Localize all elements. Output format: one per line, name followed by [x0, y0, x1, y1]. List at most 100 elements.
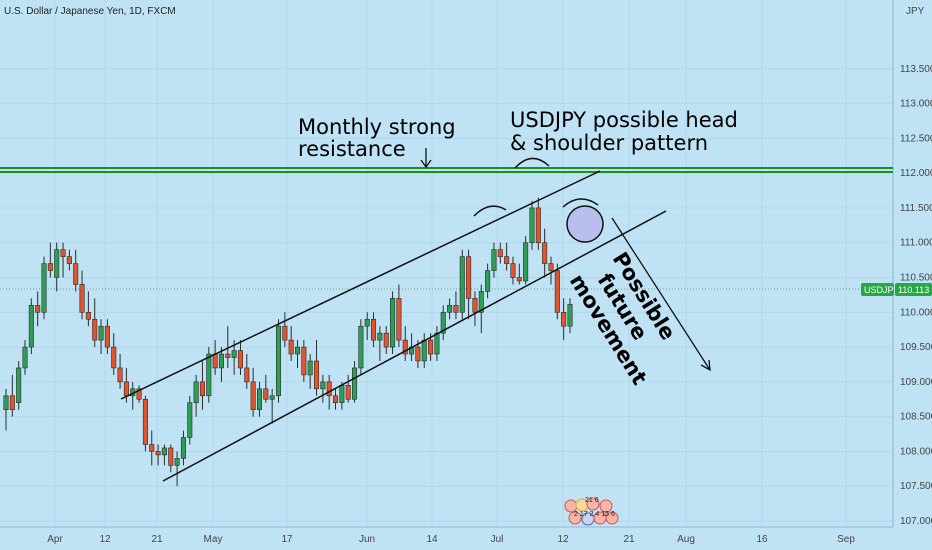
candle[interactable] [136, 385, 142, 403]
candle[interactable] [313, 340, 320, 396]
candle[interactable] [244, 354, 250, 389]
candle[interactable] [9, 374, 15, 417]
candle[interactable] [193, 374, 199, 417]
candle[interactable] [542, 228, 548, 278]
candle[interactable] [104, 319, 110, 355]
candle[interactable] [288, 326, 294, 361]
candle[interactable] [377, 326, 383, 361]
candle[interactable] [199, 360, 205, 410]
candle[interactable] [466, 249, 472, 320]
candle[interactable] [174, 451, 180, 487]
candle[interactable] [453, 291, 459, 320]
candle[interactable] [371, 312, 377, 348]
candle[interactable] [390, 291, 396, 355]
candle[interactable] [111, 333, 117, 375]
candle[interactable] [447, 298, 453, 320]
candle[interactable] [263, 374, 269, 403]
candle[interactable] [225, 326, 231, 368]
candle[interactable] [535, 197, 541, 250]
candle[interactable] [345, 374, 351, 403]
candle[interactable] [459, 249, 465, 320]
candle-body [237, 350, 243, 369]
head-shoulder-marks [473, 157, 604, 243]
candle-body [440, 311, 446, 334]
candle-body [193, 381, 199, 404]
candle[interactable] [364, 312, 370, 341]
candle[interactable] [396, 284, 402, 348]
candle[interactable] [402, 326, 408, 361]
candle[interactable] [142, 395, 148, 452]
candle[interactable] [478, 284, 484, 334]
candle[interactable] [269, 388, 275, 424]
time-tick-label: Apr [47, 534, 63, 545]
candle[interactable] [98, 319, 104, 355]
candle-body [421, 339, 427, 362]
channel-upper-line[interactable] [120, 170, 601, 400]
candle[interactable] [472, 291, 478, 327]
grid [0, 0, 893, 527]
candle[interactable] [440, 305, 446, 341]
channel-lower-line[interactable] [162, 210, 667, 482]
candle[interactable] [358, 319, 364, 375]
candle[interactable] [529, 200, 535, 250]
candle-body [307, 360, 313, 376]
candle[interactable] [35, 291, 41, 327]
candle[interactable] [73, 249, 79, 292]
right-shoulder-circle[interactable] [566, 205, 604, 243]
candle-body [218, 353, 224, 369]
candle[interactable] [333, 388, 339, 410]
candle[interactable] [561, 298, 567, 341]
candle[interactable] [497, 242, 503, 264]
candle[interactable] [161, 444, 167, 466]
candle[interactable] [320, 374, 326, 403]
price-tick-label: 109.000 [900, 377, 932, 388]
candle[interactable] [41, 256, 47, 320]
candle[interactable] [554, 263, 560, 320]
economic-events[interactable]: 21 6 2 17 2 4 15 6 [564, 497, 619, 526]
candle-body [326, 381, 332, 397]
candle[interactable] [567, 298, 573, 334]
candle[interactable] [504, 242, 510, 271]
candle[interactable] [60, 242, 66, 278]
candle[interactable] [3, 388, 9, 431]
candle[interactable] [301, 340, 307, 382]
candle[interactable] [516, 263, 522, 285]
candle[interactable] [92, 298, 98, 348]
candle[interactable] [383, 326, 389, 355]
candle[interactable] [218, 347, 224, 382]
candle[interactable] [282, 312, 288, 348]
candle[interactable] [491, 242, 497, 278]
candle[interactable] [307, 354, 313, 389]
candle[interactable] [149, 430, 155, 466]
candle[interactable] [510, 256, 516, 285]
event-flag-icon [568, 511, 582, 525]
candle[interactable] [47, 242, 53, 278]
price-badge[interactable]: USDJPY 110.113 [861, 283, 932, 296]
candle[interactable] [168, 444, 174, 473]
currency-label: JPY [906, 6, 925, 17]
candle[interactable] [250, 367, 256, 417]
candle[interactable] [66, 249, 72, 271]
candle-body [428, 339, 434, 355]
candle[interactable] [54, 242, 60, 292]
candle[interactable] [180, 430, 186, 466]
candle-body [231, 350, 237, 358]
candle[interactable] [85, 291, 91, 327]
candle[interactable] [22, 340, 28, 375]
candle[interactable] [485, 263, 491, 299]
candle[interactable] [16, 360, 22, 410]
candle[interactable] [28, 298, 34, 355]
candle[interactable] [275, 319, 282, 403]
candle[interactable] [352, 360, 358, 403]
candle[interactable] [256, 381, 263, 417]
candle[interactable] [523, 235, 529, 285]
candle[interactable] [79, 270, 85, 320]
candle[interactable] [155, 444, 161, 466]
candle[interactable] [187, 395, 193, 445]
candle[interactable] [206, 347, 212, 403]
candle[interactable] [117, 354, 123, 389]
candle[interactable] [237, 340, 243, 375]
candle[interactable] [294, 340, 301, 368]
candle[interactable] [548, 256, 554, 285]
